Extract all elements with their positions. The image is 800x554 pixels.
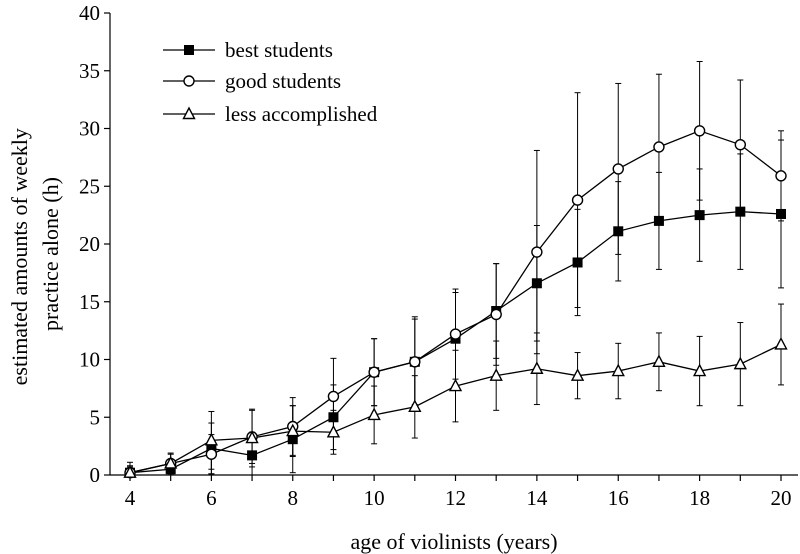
data-point bbox=[448, 378, 463, 392]
data-point bbox=[653, 141, 665, 153]
data-point bbox=[693, 125, 706, 137]
y-tick-label: 25 bbox=[79, 174, 100, 198]
legend-marker bbox=[182, 106, 196, 120]
data-point bbox=[123, 465, 137, 478]
data-point bbox=[775, 170, 787, 182]
y-axis-label-line-2: practice alone (h) bbox=[38, 177, 63, 331]
data-point bbox=[408, 399, 422, 413]
data-point bbox=[409, 356, 421, 368]
data-point bbox=[328, 412, 339, 423]
legend: best students good students less accomplis… bbox=[163, 38, 378, 126]
legend-item: less accomplished bbox=[163, 102, 378, 126]
y-tick-label: 40 bbox=[79, 1, 100, 25]
y-axis-label-line-1: estimated amounts of weekly bbox=[7, 128, 32, 385]
x-tick-label: 14 bbox=[526, 486, 548, 510]
data-point bbox=[326, 424, 341, 438]
legend-label: less accomplished bbox=[225, 102, 378, 126]
data-point bbox=[367, 407, 381, 421]
x-tick-label: 4 bbox=[125, 486, 136, 510]
legend-label: best students bbox=[225, 38, 333, 62]
x-tick-label: 20 bbox=[771, 486, 792, 510]
data-point bbox=[245, 430, 259, 444]
data-point bbox=[164, 455, 178, 469]
x-tick-label: 6 bbox=[206, 486, 217, 510]
data-point bbox=[368, 366, 380, 378]
data-point bbox=[204, 432, 219, 446]
x-tick-label: 16 bbox=[608, 486, 629, 510]
data-point bbox=[531, 246, 543, 258]
y-tick-label: 5 bbox=[90, 405, 101, 429]
y-tick-label: 35 bbox=[79, 59, 100, 83]
legend-label: good students bbox=[225, 69, 341, 93]
data-point bbox=[613, 226, 624, 237]
data-point bbox=[612, 163, 624, 175]
data-point bbox=[692, 363, 707, 377]
data-point bbox=[531, 278, 542, 289]
data-point bbox=[570, 368, 585, 381]
axes: 0 5 10 15 20 25 30 35 40 4 6 8 10 12 14 16 18 20 bbox=[79, 1, 798, 510]
data-point bbox=[653, 215, 664, 226]
y-tick-label: 10 bbox=[79, 348, 100, 372]
y-tick-label: 30 bbox=[79, 117, 100, 141]
data-point bbox=[286, 423, 300, 437]
data-point bbox=[165, 464, 176, 475]
data-point bbox=[734, 138, 747, 151]
y-axis-label: estimated amounts of weekly practice alo… bbox=[7, 123, 63, 386]
x-axis-label: age of violinists (years) bbox=[350, 529, 557, 554]
x-tick-label: 10 bbox=[364, 486, 385, 510]
data-point bbox=[327, 390, 340, 403]
data-point bbox=[449, 328, 462, 340]
data-point bbox=[490, 308, 502, 321]
legend-item: good students bbox=[163, 69, 341, 93]
data-point bbox=[611, 363, 625, 377]
data-point bbox=[489, 368, 503, 381]
data-point bbox=[530, 361, 544, 374]
legend-marker bbox=[183, 75, 195, 87]
data-point bbox=[247, 450, 258, 461]
data-point bbox=[571, 194, 584, 206]
data-point bbox=[733, 356, 747, 370]
x-tick-label: 18 bbox=[689, 486, 710, 510]
data-point bbox=[774, 336, 788, 350]
data-point bbox=[735, 206, 746, 217]
y-tick-label: 0 bbox=[90, 463, 101, 487]
data-point bbox=[206, 443, 217, 454]
axis-labels: age of violinists (years) estimated amou… bbox=[7, 123, 558, 554]
legend-item: best students bbox=[163, 38, 333, 62]
x-tick-label: 8 bbox=[288, 486, 299, 510]
data-point bbox=[652, 354, 666, 368]
data-markers bbox=[123, 125, 788, 479]
x-tick-label: 12 bbox=[445, 486, 466, 510]
y-tick-label: 20 bbox=[79, 232, 100, 256]
data-point bbox=[572, 257, 583, 268]
data-point bbox=[694, 210, 705, 221]
data-point bbox=[776, 208, 786, 219]
y-tick-label: 15 bbox=[79, 290, 100, 314]
data-point bbox=[287, 434, 298, 445]
data-point bbox=[205, 448, 218, 460]
legend-marker bbox=[184, 45, 194, 55]
